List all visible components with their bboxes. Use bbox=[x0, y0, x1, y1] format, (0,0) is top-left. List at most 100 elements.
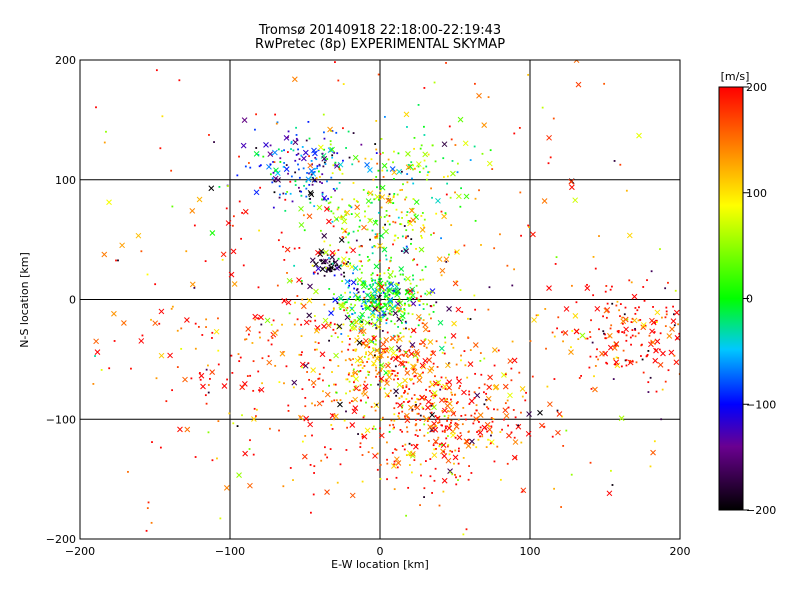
data-point bbox=[308, 155, 310, 158]
data-point bbox=[277, 239, 280, 242]
data-point bbox=[291, 200, 294, 203]
data-point bbox=[631, 334, 634, 337]
data-point bbox=[650, 270, 653, 273]
data-point bbox=[560, 506, 563, 508]
data-point bbox=[300, 353, 303, 356]
data-point bbox=[396, 338, 399, 341]
data-point bbox=[323, 240, 326, 243]
data-point bbox=[354, 304, 356, 307]
data-point-x bbox=[353, 319, 359, 325]
data-point bbox=[413, 147, 415, 150]
data-point bbox=[645, 355, 648, 358]
data-point bbox=[331, 371, 333, 373]
data-point bbox=[332, 298, 335, 300]
data-point-x bbox=[394, 291, 400, 298]
data-point bbox=[499, 431, 502, 433]
data-point bbox=[334, 264, 337, 267]
data-point bbox=[392, 161, 394, 164]
data-point-x bbox=[333, 413, 339, 420]
data-point bbox=[348, 280, 351, 282]
data-point-x bbox=[240, 142, 247, 149]
data-point bbox=[367, 373, 370, 376]
data-point bbox=[423, 398, 426, 401]
data-point bbox=[385, 379, 388, 382]
data-point bbox=[408, 454, 411, 457]
data-point bbox=[432, 396, 435, 399]
data-point bbox=[435, 383, 437, 386]
data-point-x bbox=[352, 396, 359, 403]
data-point bbox=[380, 318, 383, 321]
data-point bbox=[382, 311, 385, 314]
data-point bbox=[348, 401, 351, 404]
data-point bbox=[273, 161, 276, 164]
data-point bbox=[397, 152, 400, 155]
data-point bbox=[269, 173, 272, 176]
data-point bbox=[382, 246, 385, 249]
data-point bbox=[411, 228, 414, 231]
data-point bbox=[346, 378, 349, 381]
data-point bbox=[383, 215, 386, 218]
data-point bbox=[316, 165, 319, 168]
data-point bbox=[347, 286, 350, 289]
data-point bbox=[446, 175, 449, 178]
data-point bbox=[387, 370, 390, 372]
data-point bbox=[261, 382, 263, 385]
data-point-x bbox=[303, 415, 310, 422]
data-point bbox=[420, 215, 423, 217]
data-point-x bbox=[349, 263, 355, 270]
data-point bbox=[336, 152, 339, 155]
data-point bbox=[430, 404, 433, 407]
data-point bbox=[389, 283, 391, 286]
data-point bbox=[479, 426, 482, 429]
data-point bbox=[365, 353, 367, 356]
data-point bbox=[396, 193, 399, 196]
data-point bbox=[379, 427, 381, 430]
data-point-x bbox=[441, 477, 448, 484]
data-point bbox=[411, 207, 414, 210]
data-point-x bbox=[264, 317, 271, 324]
x-axis-label: E-W location [km] bbox=[331, 558, 429, 571]
data-point bbox=[317, 170, 320, 173]
data-point-x bbox=[441, 213, 447, 220]
data-point bbox=[412, 164, 415, 167]
data-point bbox=[648, 334, 651, 337]
data-point bbox=[400, 308, 402, 310]
data-point bbox=[438, 445, 441, 448]
data-point bbox=[329, 201, 332, 204]
data-point bbox=[426, 178, 428, 181]
data-point bbox=[402, 400, 405, 403]
data-point-x bbox=[284, 246, 291, 253]
data-point bbox=[379, 337, 382, 340]
data-point bbox=[369, 238, 371, 241]
data-point bbox=[437, 436, 440, 439]
data-point bbox=[416, 359, 419, 361]
data-point bbox=[444, 425, 447, 428]
data-point-x bbox=[531, 317, 537, 323]
data-point bbox=[393, 460, 396, 463]
data-point bbox=[562, 445, 565, 447]
data-point bbox=[393, 488, 396, 491]
data-point bbox=[454, 422, 457, 425]
data-point-x bbox=[657, 362, 664, 368]
data-point-x bbox=[476, 92, 482, 99]
data-point bbox=[338, 181, 341, 184]
data-point bbox=[130, 367, 132, 370]
data-point-x bbox=[292, 139, 299, 146]
data-point-x bbox=[301, 453, 308, 460]
data-point bbox=[380, 277, 383, 280]
data-point bbox=[359, 321, 362, 323]
data-point bbox=[349, 337, 351, 340]
data-point bbox=[431, 196, 433, 199]
data-point bbox=[367, 288, 370, 290]
data-point bbox=[207, 364, 209, 367]
data-point-x bbox=[469, 438, 475, 445]
data-point bbox=[319, 181, 321, 183]
data-point-x bbox=[285, 299, 292, 306]
data-point bbox=[348, 380, 351, 383]
data-point bbox=[327, 197, 330, 200]
data-point bbox=[367, 396, 369, 399]
data-point bbox=[282, 165, 285, 168]
data-point bbox=[348, 297, 350, 300]
data-point bbox=[381, 169, 384, 172]
data-point bbox=[251, 342, 254, 344]
